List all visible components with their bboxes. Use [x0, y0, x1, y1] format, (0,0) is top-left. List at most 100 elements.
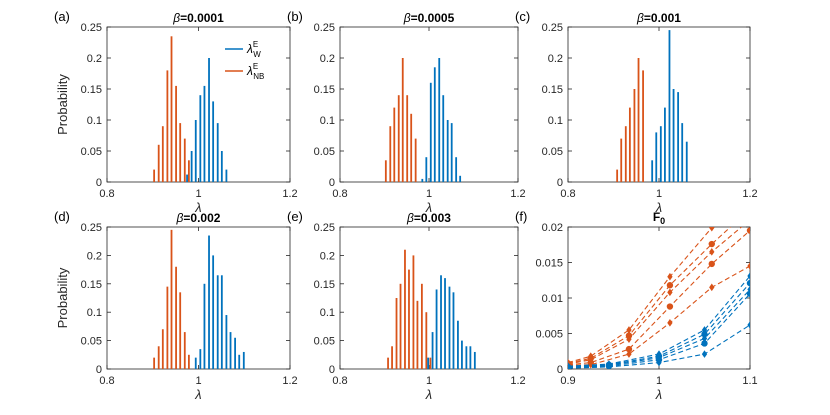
- bar-W: [442, 95, 445, 182]
- bar-W: [677, 92, 680, 182]
- bar-W: [225, 169, 228, 182]
- y-tick-label: 0.25: [81, 22, 102, 34]
- bar-W: [659, 126, 662, 182]
- bar-W: [651, 160, 654, 182]
- marker-diamond-NB: [747, 216, 752, 224]
- y-tick-label: 0.25: [81, 222, 102, 234]
- bar-NB: [170, 229, 173, 369]
- marker-circle-W: [701, 340, 708, 347]
- bar-NB: [425, 312, 428, 369]
- marker-circle-NB: [625, 345, 633, 353]
- bar-W: [664, 107, 666, 182]
- marker-diamond-NB: [667, 319, 673, 327]
- bar-W: [431, 332, 434, 369]
- title-symbol: β: [406, 211, 414, 225]
- x-axis-label: λ: [425, 200, 432, 215]
- bar-NB: [395, 298, 398, 369]
- bar-NB: [429, 357, 432, 369]
- title-main: F: [653, 210, 660, 224]
- marker-circle-W: [746, 290, 750, 297]
- bar-W: [425, 157, 428, 182]
- title-symbol: β: [176, 211, 184, 225]
- bar-NB: [412, 255, 415, 369]
- bar-W: [433, 67, 436, 182]
- panel-title: β=0.003: [406, 211, 451, 225]
- bar-W: [225, 315, 228, 369]
- bar-W: [234, 337, 236, 369]
- y-axis-label: Probability: [55, 267, 70, 328]
- panel-title: β=0.001: [636, 11, 681, 25]
- x-tick-label: 1.2: [282, 188, 297, 200]
- y-tick-label: 0.1: [320, 307, 335, 319]
- bar-NB: [187, 354, 190, 369]
- marker-diamond-NB: [667, 288, 673, 297]
- panel-label: (a): [54, 9, 70, 24]
- x-tick-label: 1: [426, 375, 432, 387]
- bar-W: [421, 178, 424, 182]
- bar-NB: [416, 300, 419, 369]
- panel-label: (d): [54, 209, 70, 224]
- bar-W: [681, 123, 684, 182]
- y-tick-label: 0.2: [87, 53, 102, 65]
- panel-label: (e): [287, 209, 303, 224]
- bar-W: [229, 332, 232, 369]
- panel-title: β=0.0005: [403, 11, 455, 25]
- bar-NB: [183, 332, 186, 369]
- bar-NB: [157, 346, 160, 369]
- legend: λE WλE NB: [225, 40, 264, 81]
- marker-circle-NB: [708, 260, 715, 268]
- y-tick-label: 0.005: [535, 329, 563, 341]
- bar-W: [429, 82, 432, 182]
- panel-c: 0.8 1 1.2 0 0.05 0.1 0.15 0.2 0.25 λ (c) β=0.001: [515, 9, 758, 215]
- y-tick-label: 0.15: [542, 84, 563, 96]
- panel-b: 0.8 1 1.2 0 0.05 0.1 0.15 0.2 0.25 λ (b) β=0.0005: [287, 9, 526, 215]
- bar-W: [190, 151, 193, 182]
- panel-e: 0.8 1 1.2 0 0.05 0.1 0.15 0.2 0.25 λ (e) β=0.003: [287, 209, 526, 402]
- bar-NB: [175, 266, 177, 369]
- bar-W: [469, 346, 472, 369]
- x-tick-label: 1: [195, 375, 201, 387]
- axes-box: [106, 226, 291, 370]
- bar-NB: [620, 138, 623, 182]
- x-axis-label: λ: [194, 200, 201, 215]
- title-symbol: β: [403, 11, 411, 25]
- bar-W: [446, 120, 449, 182]
- legend-sub: W: [253, 50, 261, 59]
- marker-diamond-W: [568, 364, 571, 369]
- bar-W: [216, 123, 219, 182]
- marker-diamond-NB: [626, 350, 632, 358]
- bar-NB: [420, 283, 423, 369]
- marker-diamond-W: [747, 272, 750, 280]
- title-symbol: β: [636, 11, 644, 25]
- x-tick-label: 0.9: [560, 375, 575, 387]
- bar-NB: [170, 36, 173, 182]
- x-tick-label: 1: [656, 188, 662, 200]
- marker-circle-NB: [708, 240, 715, 248]
- y-tick-label: 0.2: [320, 250, 335, 262]
- y-tick-label: 0.05: [542, 146, 563, 158]
- axes-box: [106, 26, 291, 183]
- bar-W: [199, 349, 202, 369]
- marker-diamond-NB: [709, 248, 715, 256]
- marker-circle-NB: [747, 206, 753, 212]
- bar-W: [444, 278, 446, 369]
- panel-d: 0.8 1 1.2 0 0.05 0.1 0.15 0.2 0.25 λ Probability (d…: [54, 209, 298, 402]
- y-tick-label: 0.1: [548, 115, 563, 127]
- series-line-NB: [568, 230, 750, 366]
- y-tick-label: 0.1: [320, 115, 335, 127]
- y-tick-label: 0.1: [87, 115, 102, 127]
- plot-area: [387, 249, 476, 369]
- bar-NB: [633, 89, 636, 182]
- legend-sub: NB: [253, 72, 264, 81]
- y-tick-label: 0.01: [542, 293, 563, 305]
- y-tick-label: 0.2: [320, 53, 335, 65]
- bar-NB: [397, 95, 400, 182]
- series-line-NB: [568, 227, 743, 365]
- x-tick-label: 1.2: [282, 375, 297, 387]
- title-value: =0.003: [414, 211, 451, 225]
- bar-NB: [161, 329, 164, 369]
- plot-area: [153, 229, 245, 369]
- marker-diamond-NB: [626, 335, 632, 343]
- bar-NB: [161, 126, 164, 182]
